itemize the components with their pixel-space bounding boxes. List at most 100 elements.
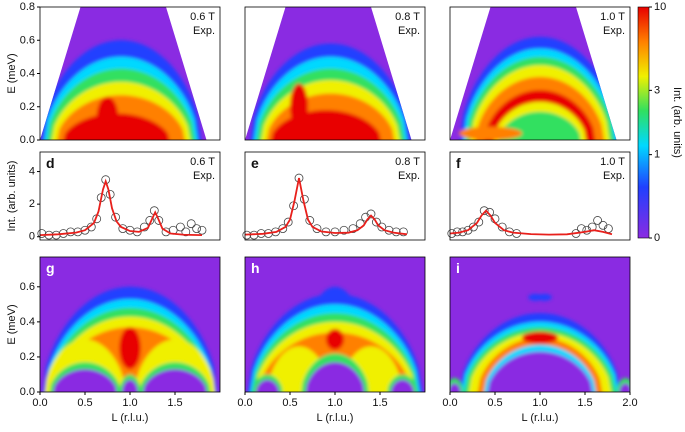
- data-point: [598, 220, 608, 230]
- heatmap-body: [450, 293, 630, 392]
- data-point: [197, 225, 207, 235]
- x-tick-label: 1.5: [577, 397, 592, 409]
- y-tick-label: 0.4: [20, 316, 35, 328]
- panel: 0.0 0.5 1.0 1.5 h L (r.l.u.): [237, 256, 426, 424]
- data-point: [161, 227, 171, 237]
- frame: [449, 6, 631, 141]
- panel-label: i: [456, 260, 460, 276]
- intensity-spot: [459, 126, 522, 140]
- data-point: [175, 222, 185, 232]
- heatmap: [245, 257, 425, 392]
- panel-label: d: [46, 155, 55, 171]
- intensity-spot: [537, 293, 552, 301]
- panel: 0.0 0.2 0.4 0.6 0.0 0.5 1.0 1.5 g E (meV) L (r.l.u…: [6, 256, 221, 424]
- intensity-band: [122, 379, 138, 392]
- y-tick-label: 0.2: [20, 351, 35, 363]
- annotation: Exp.: [603, 170, 625, 182]
- data-point: [371, 217, 381, 227]
- fit-line: [244, 177, 408, 236]
- frame: [244, 6, 426, 141]
- data-point: [283, 217, 293, 227]
- annotation: 0.8 T: [395, 11, 420, 23]
- data-point: [312, 224, 322, 233]
- panel: 0 2 4d 0.6 T Exp. Int. (arb. units): [6, 151, 221, 243]
- data-point: [366, 209, 376, 219]
- colorbar-tick-label: 1: [654, 149, 660, 161]
- intensity-band: [450, 383, 461, 392]
- data-point: [192, 224, 202, 233]
- colorbar-tick-label: 10: [654, 1, 666, 13]
- x-axis-label: L (r.l.u.): [522, 412, 559, 424]
- colorbar-tick-label: 0: [654, 232, 660, 244]
- fit-line: [449, 209, 613, 236]
- y-tick-label: 0.8: [20, 1, 35, 13]
- annotation: Exp.: [193, 25, 215, 37]
- data-point: [86, 222, 96, 232]
- y-tick-label: 0.0: [20, 134, 35, 146]
- data-point: [66, 227, 75, 237]
- panel: 0.0 0.5 1.0 1.5 2.0 i L (r.l.u.): [442, 256, 638, 424]
- annotation: Exp.: [603, 25, 625, 37]
- data-point: [118, 224, 128, 233]
- intensity-band: [619, 383, 630, 392]
- x-tick-label: 1.5: [167, 397, 182, 409]
- data-point: [474, 217, 484, 227]
- x-tick-label: 0.5: [487, 397, 502, 409]
- colorbar-label: Int. (arb. units): [671, 87, 683, 158]
- panel-label: g: [46, 260, 55, 276]
- data-point: [463, 225, 473, 235]
- x-tick-label: 1.0: [327, 397, 342, 409]
- data-point: [181, 227, 191, 237]
- data-point: [278, 224, 288, 233]
- data-point: [125, 225, 135, 235]
- data-point: [468, 222, 478, 232]
- intensity-spot: [522, 331, 558, 344]
- panel-label: a: [46, 10, 54, 26]
- heatmap-body: [42, 286, 218, 392]
- data-point: [497, 222, 507, 232]
- colorbar-tick-label: 3: [654, 84, 660, 96]
- data-point: [479, 206, 489, 216]
- intensity-band: [62, 113, 171, 140]
- x-axis-label: L (r.l.u.): [112, 412, 149, 424]
- intensity-band: [256, 379, 279, 392]
- intensity-spot: [290, 83, 308, 131]
- y-tick-label: 0.4: [20, 68, 35, 80]
- y-axis-label: Int. (arb. units): [6, 161, 18, 232]
- panel: e 0.8 T Exp.: [242, 151, 426, 241]
- panel: c 1.0 T Exp.: [449, 6, 631, 141]
- y-axis-label: E (meV): [6, 304, 18, 344]
- y-tick-label: 2: [29, 198, 35, 210]
- y-tick-label: 0.0: [20, 386, 35, 398]
- data-point: [339, 225, 349, 235]
- data-point: [348, 224, 358, 233]
- intensity-spot: [96, 96, 119, 137]
- data-point: [305, 216, 315, 225]
- frame: [39, 151, 221, 241]
- heatmap: [450, 257, 630, 392]
- data-point: [37, 229, 47, 238]
- frame: [449, 151, 631, 241]
- intensity-band: [487, 351, 593, 392]
- panel-label: c: [456, 10, 464, 26]
- panel-label: f: [456, 155, 461, 171]
- x-tick-label: 0.0: [32, 397, 47, 409]
- heatmap-body: [459, 36, 617, 140]
- intensity-spot: [119, 327, 141, 370]
- y-tick-label: 0.6: [20, 34, 35, 46]
- x-tick-label: 1.5: [372, 397, 387, 409]
- x-tick-label: 0.0: [442, 397, 457, 409]
- annotation: 0.6 T: [190, 156, 215, 168]
- panel-label: e: [251, 155, 259, 171]
- x-tick-label: 2.0: [622, 397, 637, 409]
- heatmap-body: [249, 43, 412, 140]
- y-axis-label: E (meV): [6, 53, 18, 93]
- x-tick-label: 0.5: [77, 397, 92, 409]
- x-axis-label: L (r.l.u.): [317, 412, 354, 424]
- heatmap: [40, 257, 220, 392]
- data-point: [154, 216, 164, 225]
- y-tick-label: 0.2: [20, 101, 35, 113]
- panel-label: h: [251, 260, 260, 276]
- y-tick-label: 4: [29, 166, 35, 178]
